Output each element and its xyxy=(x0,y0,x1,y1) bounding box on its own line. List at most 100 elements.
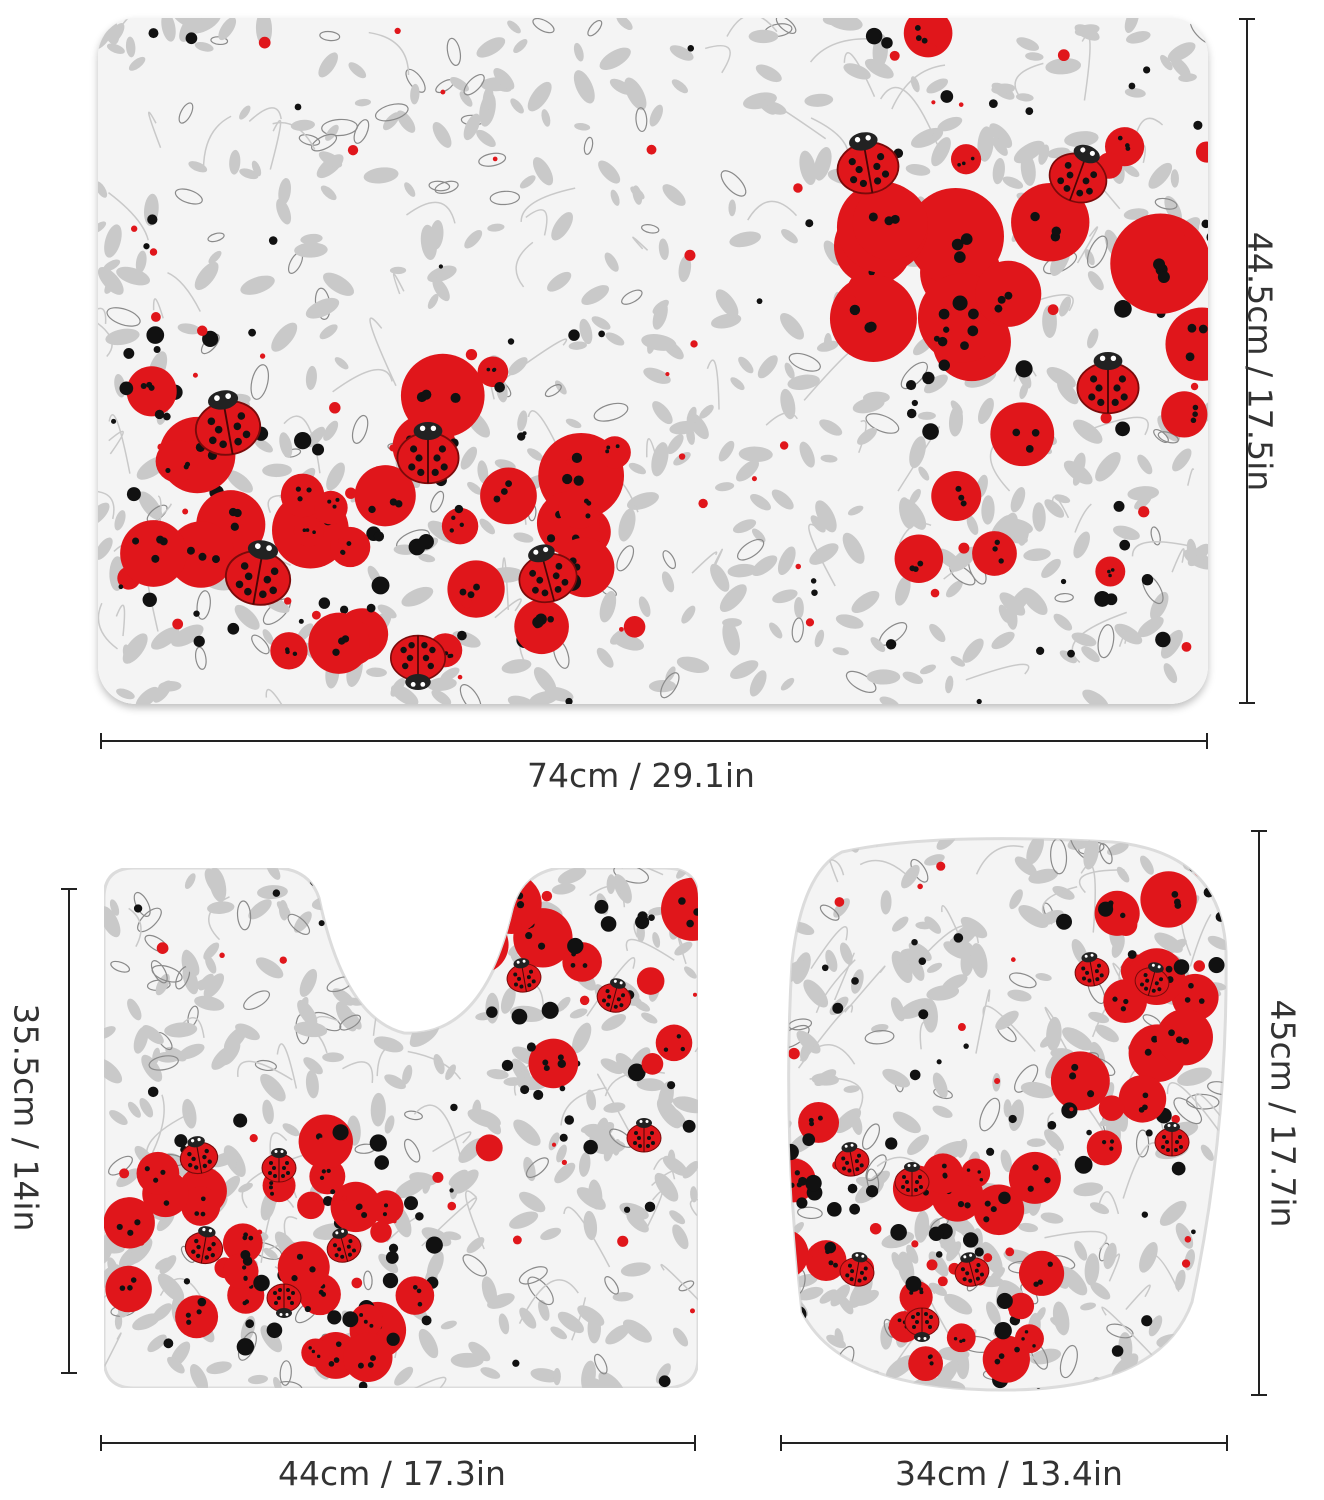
dot-spot xyxy=(615,444,620,449)
leaf xyxy=(598,1371,626,1388)
leaf xyxy=(658,238,669,261)
leaf xyxy=(900,361,928,390)
leaf xyxy=(311,133,338,152)
leaf xyxy=(363,167,399,184)
dot-spot xyxy=(542,1059,549,1066)
leaf xyxy=(116,1168,140,1188)
leaf xyxy=(513,39,528,54)
leaf xyxy=(992,137,1008,156)
dot-spot xyxy=(994,539,1000,546)
dot-spot xyxy=(997,295,1006,304)
small-dot xyxy=(514,922,523,931)
leaf xyxy=(755,64,782,83)
small-dot xyxy=(318,920,325,927)
leaf xyxy=(476,37,506,58)
contour-mat xyxy=(104,868,698,1388)
dot-spot xyxy=(1151,1035,1159,1043)
leaf xyxy=(105,328,140,346)
leaf xyxy=(300,233,323,245)
black-dot xyxy=(1201,219,1208,229)
small-dot xyxy=(1191,1229,1196,1235)
red-dot xyxy=(829,274,917,362)
vine xyxy=(1044,1230,1108,1250)
small-dot xyxy=(551,1142,557,1147)
dot-spot xyxy=(606,445,611,450)
small-dot xyxy=(938,359,950,371)
leaf xyxy=(1002,176,1024,189)
dot-spot xyxy=(1117,135,1123,141)
vine xyxy=(1187,468,1195,486)
leaf xyxy=(554,1162,576,1184)
dot-spot xyxy=(782,1350,785,1354)
leaf xyxy=(605,1324,631,1345)
ladybug-icon xyxy=(194,390,262,456)
dot-spot xyxy=(676,1034,682,1039)
small-dot xyxy=(298,618,304,624)
leaf xyxy=(403,1138,421,1163)
small-dot xyxy=(983,1253,993,1263)
contour-height-line xyxy=(61,888,77,1374)
dot-spot xyxy=(1171,890,1179,898)
small-dot xyxy=(869,1222,882,1235)
leaf xyxy=(135,250,147,274)
leaf xyxy=(440,667,460,682)
black-dot xyxy=(627,1063,646,1082)
leaf xyxy=(489,190,521,206)
leaf xyxy=(962,638,984,663)
leaf xyxy=(797,1206,823,1220)
leaf xyxy=(950,656,966,667)
black-dot xyxy=(1173,959,1190,975)
leaf xyxy=(282,1123,300,1137)
dot-spot xyxy=(1190,417,1197,424)
leaf xyxy=(907,1134,930,1156)
leaf xyxy=(405,68,426,93)
leaf xyxy=(1052,885,1075,900)
ladybug-icon xyxy=(1048,144,1108,204)
small-dot xyxy=(911,1240,919,1248)
dot-spot xyxy=(1142,1092,1149,1099)
leaf xyxy=(1044,1129,1065,1151)
dot-spot xyxy=(451,515,456,521)
leaf xyxy=(1008,972,1037,989)
black-dot xyxy=(119,381,134,396)
dot-spot xyxy=(500,488,508,495)
leaf xyxy=(775,18,797,34)
leaf xyxy=(638,596,651,617)
leaf xyxy=(599,47,631,71)
leaf xyxy=(243,990,271,1011)
leaf xyxy=(672,1327,689,1347)
dot-spot xyxy=(200,1196,206,1202)
small-dot xyxy=(994,1077,1001,1085)
ladybug-icon xyxy=(904,1307,940,1342)
leaf xyxy=(651,442,669,477)
leaf xyxy=(1212,1237,1227,1248)
black-dot xyxy=(905,1275,922,1292)
leaf xyxy=(279,1360,292,1386)
leaf xyxy=(262,1099,274,1125)
leaf xyxy=(626,1212,649,1233)
leaf xyxy=(1097,624,1115,659)
small-dot xyxy=(1008,1114,1017,1124)
small-dot xyxy=(360,935,370,944)
leaf xyxy=(686,406,697,425)
leaf xyxy=(447,923,481,940)
small-dot xyxy=(394,27,401,35)
leaf xyxy=(553,1368,561,1386)
leaf xyxy=(157,1273,185,1302)
dot-spot xyxy=(897,1318,902,1323)
leaf xyxy=(207,232,225,243)
leaf xyxy=(884,1385,903,1391)
vine xyxy=(98,307,107,325)
vine xyxy=(815,959,856,1014)
vine xyxy=(297,1026,328,1054)
black-dot xyxy=(385,1251,399,1264)
leaf xyxy=(194,995,225,1011)
leaf xyxy=(834,1108,862,1134)
leaf xyxy=(991,83,1016,95)
dot-spot xyxy=(484,909,491,917)
ladybug-icon xyxy=(518,544,578,604)
black-dot xyxy=(952,295,968,311)
red-dot xyxy=(972,531,1017,576)
leaf xyxy=(1131,1374,1153,1391)
small-dot xyxy=(1047,304,1059,316)
